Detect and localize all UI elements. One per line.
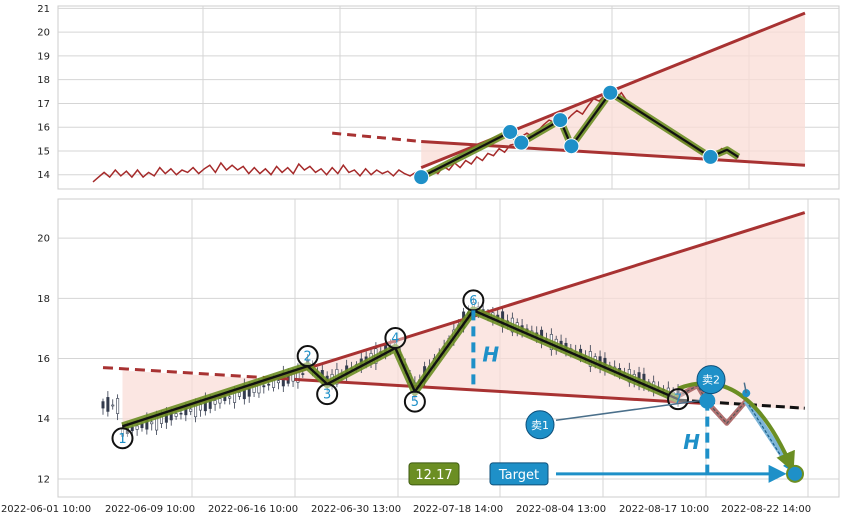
top-y-tick-label: 19 — [37, 51, 50, 62]
bottom-x-tick-label: 2022-06-16 10:00 — [208, 504, 298, 515]
top-y-tick-label: 15 — [37, 146, 50, 157]
candle-body — [213, 400, 217, 405]
pattern-point-label: 4 — [391, 332, 399, 347]
pattern-point-label: 1 — [118, 432, 126, 447]
bottom-x-tick-label: 2022-07-18 14:00 — [413, 504, 503, 515]
top-y-tick-label: 18 — [37, 75, 50, 86]
candle-body — [174, 413, 178, 417]
top-pattern-marker — [502, 123, 519, 140]
bottom-y-tick-label: 20 — [37, 234, 50, 245]
height-marker-label: H — [683, 430, 700, 454]
top-panel: 14 15 16 17 18 19 20 21 — [37, 4, 840, 190]
candle-body — [106, 397, 110, 412]
projection-curve-arrow — [677, 381, 795, 473]
bottom-y-axis: 12 14 16 18 20 — [37, 234, 50, 486]
bottom-x-axis: 2022-06-01 10:00 2022-06-09 10:00 2022-06-… — [1, 504, 811, 515]
sell-1-leader — [555, 399, 700, 421]
pattern-point-label: 3 — [323, 388, 331, 403]
sell-1-bubble — [525, 410, 555, 440]
candle-body — [116, 398, 120, 414]
candle-body — [218, 398, 222, 404]
top-y-tick-label: 21 — [37, 4, 50, 15]
candle-body — [223, 396, 227, 401]
candle-body — [267, 383, 271, 386]
bottom-annotations: 1 2 3 4 5 6 7 H H 卖1 卖2 12.17 Target — [111, 289, 804, 486]
bottom-y-tick-label: 18 — [37, 294, 50, 305]
bottom-lower-trendline — [297, 378, 708, 406]
pattern-point-circle — [384, 327, 407, 349]
bottom-x-tick-label: 2022-08-17 10:00 — [619, 504, 709, 515]
candle-body — [237, 392, 241, 397]
bottom-x-tick-label: 2022-06-01 10:00 — [1, 504, 91, 515]
candle-body — [262, 385, 266, 388]
target-box — [489, 462, 549, 486]
target-point-marker — [786, 464, 804, 483]
top-y-tick-label: 14 — [37, 170, 50, 181]
top-y-tick-label: 17 — [37, 99, 50, 110]
candle-body — [301, 373, 305, 375]
pattern-point-label: 2 — [304, 350, 312, 365]
candle-body — [228, 396, 232, 399]
candle-body — [189, 408, 193, 412]
sell-2-leader — [743, 382, 748, 394]
sell-1-marker — [699, 392, 716, 409]
bottom-x-tick-label: 2022-08-04 13:00 — [516, 504, 606, 515]
candle-body — [276, 380, 280, 384]
candle-body — [130, 426, 134, 432]
bottom-y-tick-label: 16 — [37, 354, 50, 365]
top-pattern-marker — [413, 169, 430, 186]
bottom-y-tick-label: 14 — [37, 414, 50, 425]
sell-1-label: 卖1 — [531, 419, 549, 432]
height-marker-label: H — [482, 343, 499, 367]
candle-body — [101, 401, 105, 409]
bottom-x-tick-label: 2022-08-22 14:00 — [721, 504, 811, 515]
pattern-point-circle — [316, 383, 339, 406]
bottom-x-tick-label: 2022-06-30 13:00 — [311, 504, 401, 515]
candle-body — [150, 421, 154, 425]
candle-body — [179, 412, 183, 415]
pattern-point-label: 5 — [411, 395, 419, 410]
pattern-point-label: 6 — [469, 294, 477, 309]
pattern-point-label: 7 — [674, 393, 682, 408]
top-pattern-marker — [563, 138, 580, 155]
pattern-point-circle — [403, 390, 426, 413]
target-price-label: 12.17 — [415, 468, 452, 483]
candle-body — [135, 425, 139, 430]
target-label: Target — [498, 468, 539, 483]
sell-2-label: 卖2 — [702, 374, 720, 387]
top-pattern-marker — [702, 148, 719, 165]
candle-body — [111, 404, 115, 407]
top-y-tick-label: 20 — [37, 28, 50, 39]
bottom-y-tick-label: 12 — [37, 474, 50, 485]
bottom-x-tick-label: 2022-06-09 10:00 — [105, 504, 195, 515]
top-pattern-marker — [602, 84, 619, 101]
top-pattern-marker — [513, 134, 530, 151]
top-pattern-markers — [413, 84, 719, 186]
top-pattern-marker — [552, 112, 569, 129]
top-y-axis: 14 15 16 17 18 19 20 21 — [37, 4, 50, 181]
top-y-tick-label: 16 — [37, 123, 50, 134]
sell-2-bubble — [696, 365, 726, 395]
pattern-point-circle — [296, 345, 319, 368]
target-price-box — [408, 462, 460, 486]
pattern-point-circle — [111, 427, 134, 450]
